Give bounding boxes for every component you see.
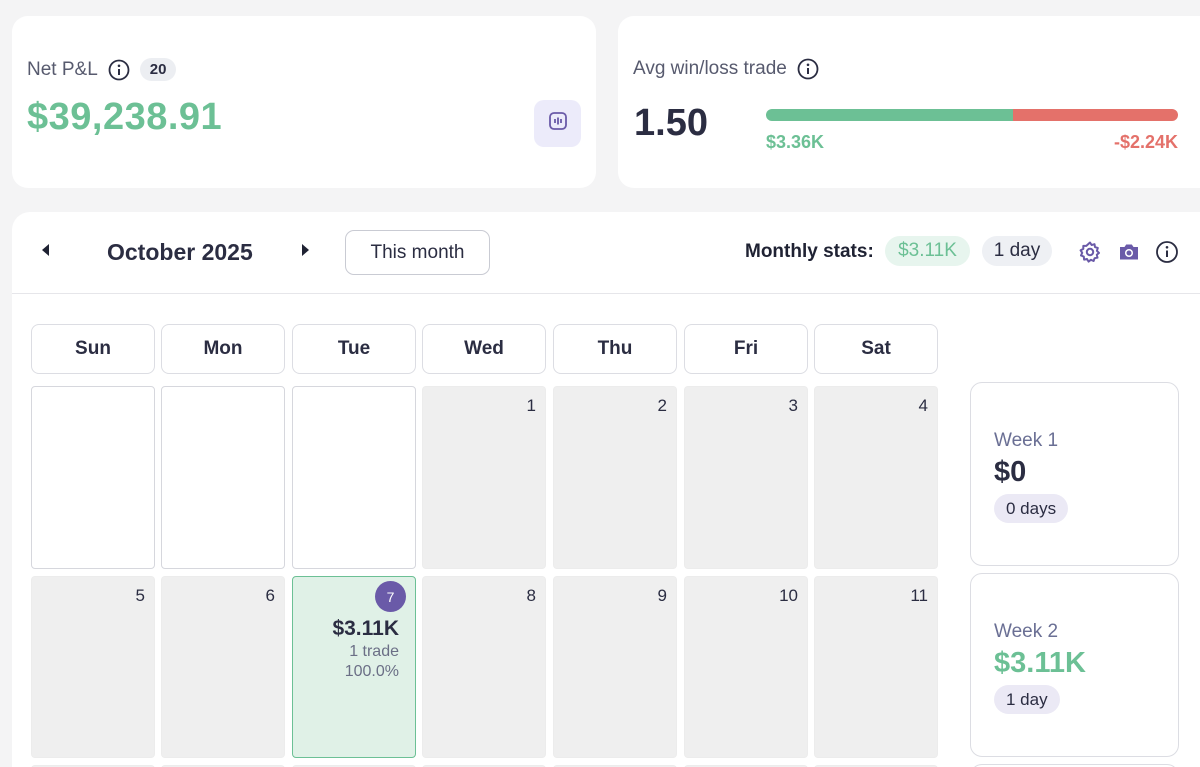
info-icon[interactable] <box>1155 240 1179 264</box>
info-icon[interactable] <box>797 58 819 80</box>
loss-bar-segment <box>1013 109 1178 121</box>
calendar-day[interactable]: 4 <box>814 386 938 569</box>
gear-icon[interactable] <box>1078 240 1102 264</box>
weekday-header: Fri <box>684 324 808 374</box>
calendar-day[interactable]: 10 <box>684 576 808 758</box>
day-number: 9 <box>657 586 667 605</box>
calendar-day-active[interactable]: 7 $3.11K 1 trade 100.0% <box>292 576 416 758</box>
monthly-stats-label: Monthly stats: <box>745 241 874 262</box>
day-number: 4 <box>918 396 928 415</box>
next-month-button[interactable] <box>295 242 315 262</box>
info-icon[interactable] <box>108 59 130 81</box>
weekday-header: Sat <box>814 324 938 374</box>
day-trade-count: 1 trade <box>349 643 399 660</box>
calendar-day-empty <box>161 386 285 569</box>
chart-toggle-button[interactable] <box>534 100 581 147</box>
calendar-day[interactable]: 3 <box>684 386 808 569</box>
month-title: October 2025 <box>107 239 253 265</box>
net-pnl-value: $39,238.91 <box>27 96 223 138</box>
week-label: Week 2 <box>994 621 1059 642</box>
calendar-day-empty <box>31 386 155 569</box>
prev-arrow-icon <box>40 243 52 262</box>
day-number: 1 <box>526 396 536 415</box>
net-pnl-label: Net P&L <box>27 58 98 80</box>
week-pnl-value: $0 <box>994 456 1027 488</box>
monthly-days-badge: 1 day <box>982 236 1052 266</box>
chart-toggle-icon <box>547 110 569 137</box>
net-pnl-card: Net P&L 20 $39,238.91 <box>12 16 596 188</box>
day-number: 6 <box>265 586 275 605</box>
monthly-amount-badge: $3.11K <box>885 236 970 266</box>
day-number: 11 <box>910 586 928 605</box>
day-number: 5 <box>135 586 145 605</box>
week-label: Week 1 <box>994 430 1059 451</box>
week-summary-card[interactable]: Week 1 $0 0 days <box>970 382 1179 566</box>
this-month-button[interactable]: This month <box>345 230 490 275</box>
day-win-rate: 100.0% <box>344 663 399 680</box>
day-number: 2 <box>657 396 667 415</box>
weekday-header: Tue <box>292 324 416 374</box>
avg-loss-value: -$2.24K <box>1113 132 1178 152</box>
week-summary-card[interactable]: Week 2 $3.11K 1 day <box>970 573 1179 757</box>
avg-win-loss-header: Avg win/loss trade <box>633 58 819 80</box>
calendar-day[interactable]: 9 <box>553 576 677 758</box>
calendar-day[interactable]: 11 <box>814 576 938 758</box>
avg-win-loss-label: Avg win/loss trade <box>633 58 787 79</box>
avg-win-loss-ratio: 1.50 <box>634 102 708 144</box>
day-number: 10 <box>779 586 798 605</box>
calendar-day[interactable]: 1 <box>422 386 546 569</box>
day-number: 3 <box>788 396 798 415</box>
weekday-header: Wed <box>422 324 546 374</box>
calendar-day-empty <box>292 386 416 569</box>
avg-win-loss-card: Avg win/loss trade 1.50 $3.36K -$2.24K <box>618 16 1200 188</box>
net-pnl-header: Net P&L 20 <box>27 58 177 81</box>
weekday-header: Sun <box>31 324 155 374</box>
win-bar-segment <box>766 109 1014 121</box>
weekday-header: Thu <box>553 324 677 374</box>
camera-icon[interactable] <box>1117 240 1141 264</box>
win-loss-bar <box>766 109 1178 121</box>
calendar-day[interactable]: 5 <box>31 576 155 758</box>
calendar-day[interactable]: 8 <box>422 576 546 758</box>
trade-count-badge: 20 <box>139 58 177 81</box>
next-arrow-icon <box>299 243 311 262</box>
calendar-header: October 2025 This month Monthly stats: $… <box>12 212 1200 294</box>
day-number: 8 <box>526 586 536 605</box>
weekday-header: Mon <box>161 324 285 374</box>
week-pnl-value: $3.11K <box>994 647 1086 679</box>
prev-month-button[interactable] <box>36 242 56 262</box>
calendar-card: October 2025 This month Monthly stats: $… <box>12 212 1200 767</box>
week-days-badge: 0 days <box>994 494 1069 523</box>
calendar-day[interactable]: 6 <box>161 576 285 758</box>
week-days-badge: 1 day <box>994 685 1060 714</box>
calendar-day[interactable]: 2 <box>553 386 677 569</box>
day-number-badge: 7 <box>375 581 406 612</box>
day-pnl-value: $3.11K <box>332 617 399 640</box>
avg-win-value: $3.36K <box>766 132 825 152</box>
